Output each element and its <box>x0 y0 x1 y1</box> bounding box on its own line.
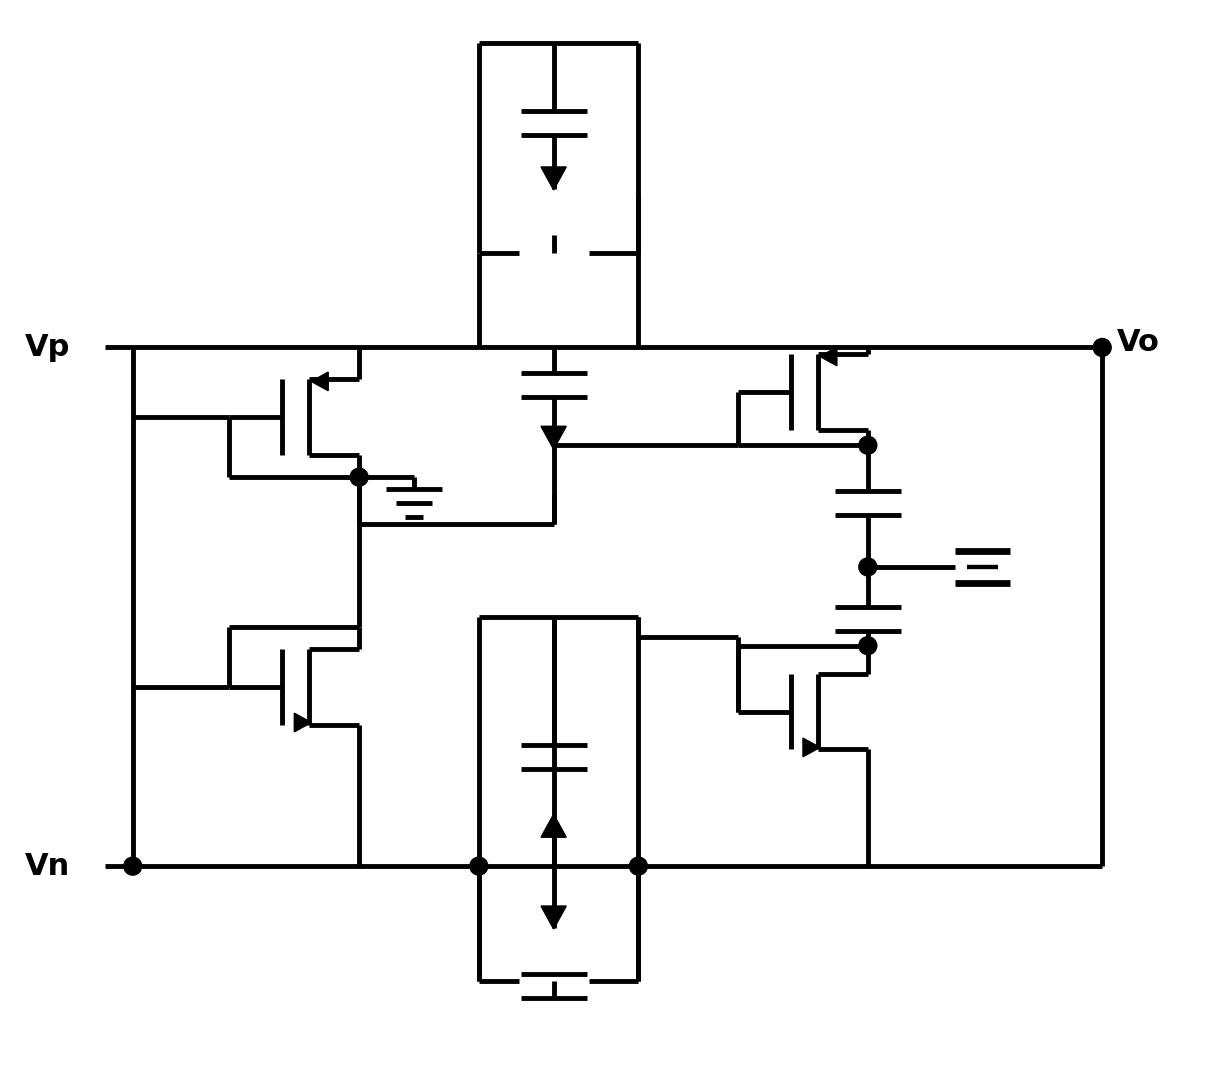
Polygon shape <box>541 166 566 190</box>
Polygon shape <box>541 814 566 838</box>
Circle shape <box>470 857 488 875</box>
Circle shape <box>1094 338 1112 356</box>
Circle shape <box>629 857 647 875</box>
Polygon shape <box>295 713 311 732</box>
Circle shape <box>859 637 876 655</box>
Polygon shape <box>541 427 566 449</box>
Text: Vn: Vn <box>24 851 70 880</box>
Circle shape <box>350 468 368 487</box>
Polygon shape <box>820 347 836 366</box>
Circle shape <box>859 436 876 455</box>
Polygon shape <box>803 738 820 757</box>
Circle shape <box>124 857 141 875</box>
Circle shape <box>859 558 876 576</box>
Text: Vp: Vp <box>24 333 70 362</box>
Text: Vo: Vo <box>1118 328 1160 357</box>
Polygon shape <box>311 372 328 391</box>
Polygon shape <box>541 906 566 929</box>
